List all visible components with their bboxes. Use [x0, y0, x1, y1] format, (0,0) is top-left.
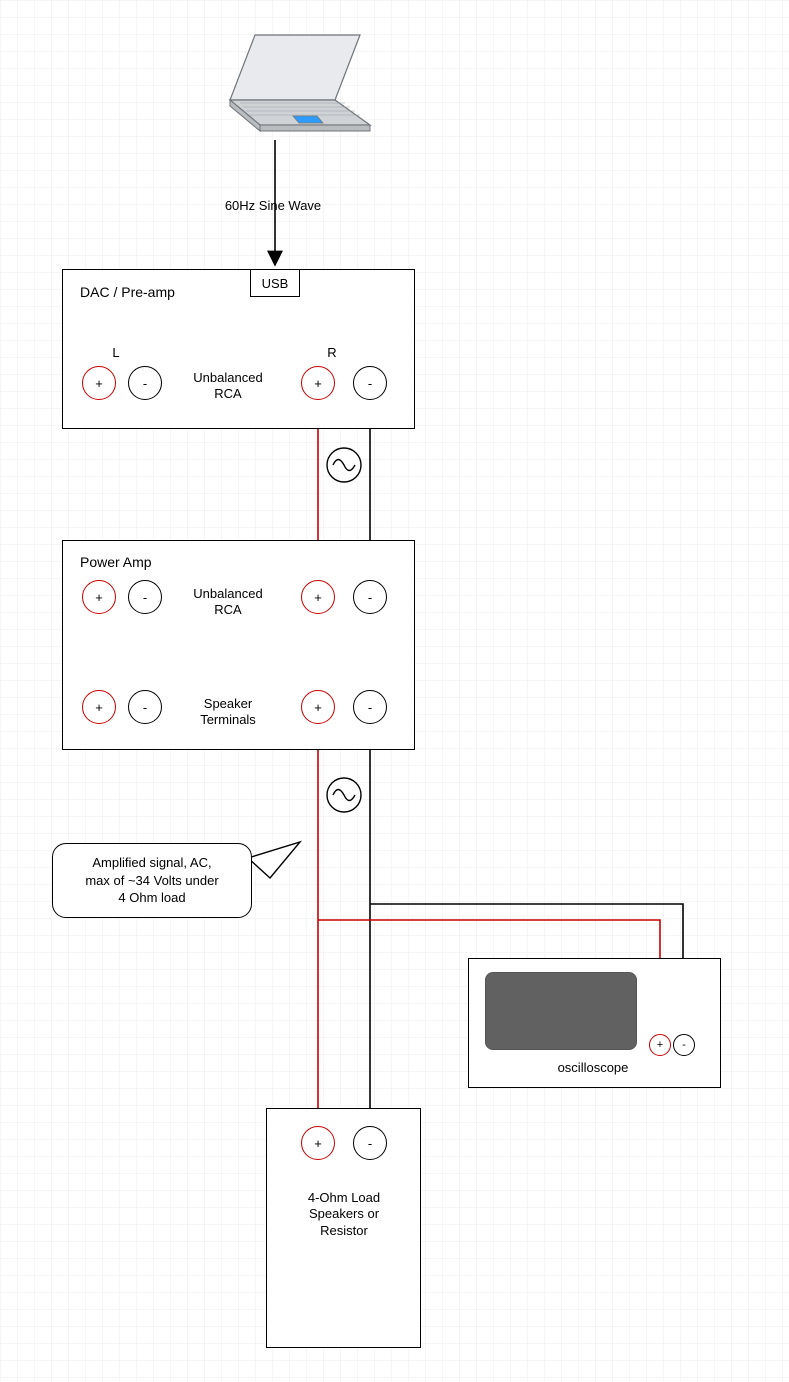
dac-r-label: R — [322, 345, 342, 361]
poweramp-rca-label: Unbalanced RCA — [178, 586, 278, 619]
amp-out-l-pos-port: + — [82, 690, 116, 724]
usb-port: USB — [250, 269, 300, 297]
amp-out-r-neg-port: - — [353, 690, 387, 724]
usb-label: USB — [262, 276, 289, 291]
scope-neg-port: - — [673, 1034, 695, 1056]
amp-out-l-neg-port: - — [128, 690, 162, 724]
amp-in-r-neg-port: - — [353, 580, 387, 614]
oscilloscope-label: oscilloscope — [528, 1060, 658, 1076]
amp-out-r-pos-port: + — [301, 690, 335, 724]
note-callout: Amplified signal, AC, max of ~34 Volts u… — [52, 843, 252, 918]
note-text: Amplified signal, AC, max of ~34 Volts u… — [85, 855, 218, 905]
dac-rca-label: Unbalanced RCA — [178, 370, 278, 403]
dac-l-label: L — [106, 345, 126, 361]
dac-r-neg-port: - — [353, 366, 387, 400]
dac-l-neg-port: - — [128, 366, 162, 400]
dac-l-pos-port: + — [82, 366, 116, 400]
dac-r-pos-port: + — [301, 366, 335, 400]
load-neg-port: - — [353, 1126, 387, 1160]
amp-in-l-neg-port: - — [128, 580, 162, 614]
load-label: 4-Ohm Load Speakers or Resistor — [283, 1190, 405, 1239]
signal-label: 60Hz Sine Wave — [198, 198, 348, 214]
poweramp-title: Power Amp — [80, 554, 200, 572]
laptop-icon — [230, 35, 370, 131]
oscilloscope-screen — [485, 972, 637, 1050]
poweramp-terminals-label: Speaker Terminals — [178, 696, 278, 729]
amp-in-l-pos-port: + — [82, 580, 116, 614]
dac-title: DAC / Pre-amp — [80, 284, 200, 302]
amp-in-r-pos-port: + — [301, 580, 335, 614]
load-pos-port: + — [301, 1126, 335, 1160]
scope-pos-port: + — [649, 1034, 671, 1056]
